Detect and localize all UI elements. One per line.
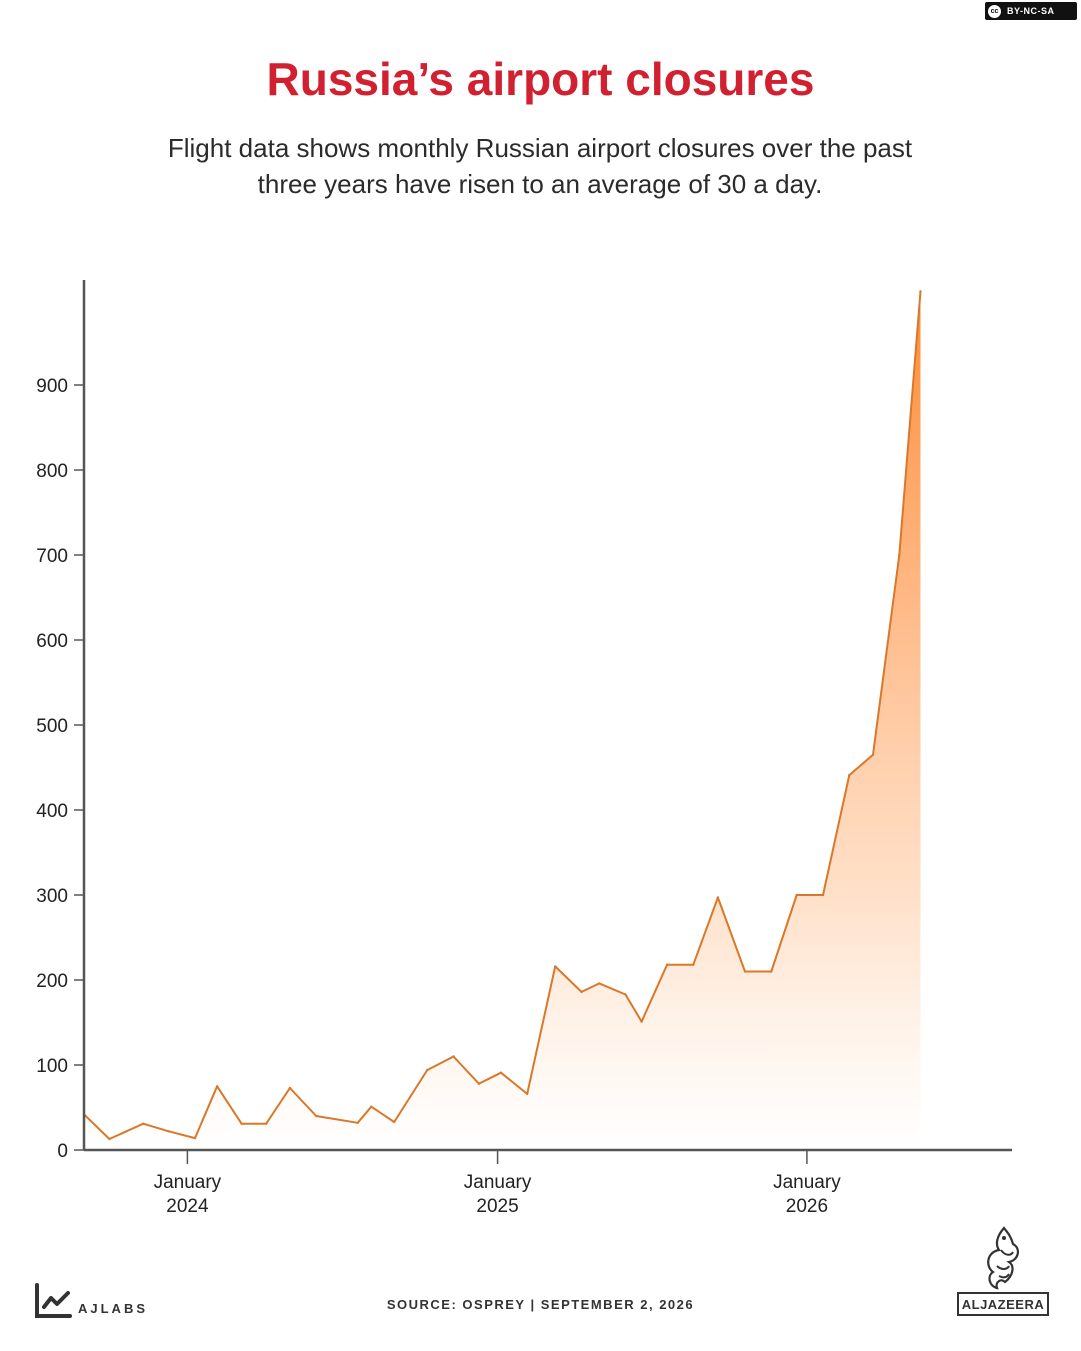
y-tick-label: 500 [36, 716, 68, 737]
x-tick-label-year: 2026 [786, 1196, 828, 1217]
y-tick-label: 800 [36, 461, 68, 482]
y-tick-label: 600 [36, 631, 68, 652]
data-point [370, 1105, 373, 1108]
aljazeera-calligraphy-icon [987, 1226, 1019, 1290]
chart-title: Russia’s airport closures [266, 53, 815, 105]
data-point [743, 970, 747, 973]
data-point [848, 773, 851, 777]
y-tick-label: 300 [36, 886, 68, 907]
data-point [526, 1092, 529, 1096]
data-point [871, 753, 875, 756]
ajlabs-logo-icon [35, 1283, 72, 1318]
data-point [477, 1082, 481, 1085]
chart-subtitle: Flight data shows monthly Russian airpor… [167, 133, 913, 199]
data-point [716, 896, 720, 899]
data-point [288, 1086, 292, 1090]
y-tick-label: 100 [36, 1056, 68, 1077]
data-point [356, 1121, 359, 1125]
data-point [265, 1122, 268, 1125]
y-tick-label: 0 [57, 1141, 68, 1162]
data-point [315, 1114, 318, 1118]
x-tick-label-year: 2025 [476, 1196, 518, 1217]
data-point [215, 1085, 219, 1088]
license-badge: cc BY-NC-SA [985, 2, 1077, 20]
data-point [240, 1122, 243, 1125]
data-point [665, 963, 669, 966]
data-point [393, 1120, 396, 1124]
data-point [821, 893, 825, 897]
cc-icon: cc [988, 4, 1001, 18]
x-tick-label-year: 2024 [166, 1196, 209, 1217]
data-point [580, 990, 583, 994]
x-tick-label-month: January [154, 1172, 222, 1193]
y-tick-label: 400 [36, 801, 68, 822]
aljazeera-wordmark: ALJAZEERA [957, 1292, 1049, 1316]
data-point [640, 1020, 643, 1023]
license-label: BY-NC-SA [1007, 6, 1055, 16]
data-point [795, 893, 798, 897]
ajlabs-brand: AJLABS [34, 1283, 148, 1319]
data-point [108, 1137, 111, 1141]
data-point [426, 1068, 429, 1072]
data-point [452, 1055, 455, 1058]
x-tick-label-month: January [773, 1172, 841, 1193]
data-point [167, 1130, 170, 1133]
data-point [770, 970, 773, 973]
series-line [83, 291, 922, 1140]
area-fill [84, 291, 921, 1150]
source-note: SOURCE: OSPREY | SEPTEMBER 2, 2026 [386, 1297, 695, 1312]
data-point [898, 553, 901, 557]
data-point [919, 290, 922, 293]
x-tick-label-month: January [464, 1172, 532, 1193]
data-point [499, 1071, 503, 1074]
data-point [142, 1122, 145, 1125]
data-point [624, 993, 627, 996]
data-point [598, 982, 601, 985]
ajlabs-label: AJLABS [78, 1300, 149, 1316]
y-tick-label: 900 [36, 376, 68, 397]
y-tick-label: 200 [36, 971, 68, 992]
y-tick-label: 700 [36, 546, 68, 567]
data-point [554, 965, 557, 968]
data-point [193, 1136, 197, 1140]
data-point [692, 963, 695, 966]
